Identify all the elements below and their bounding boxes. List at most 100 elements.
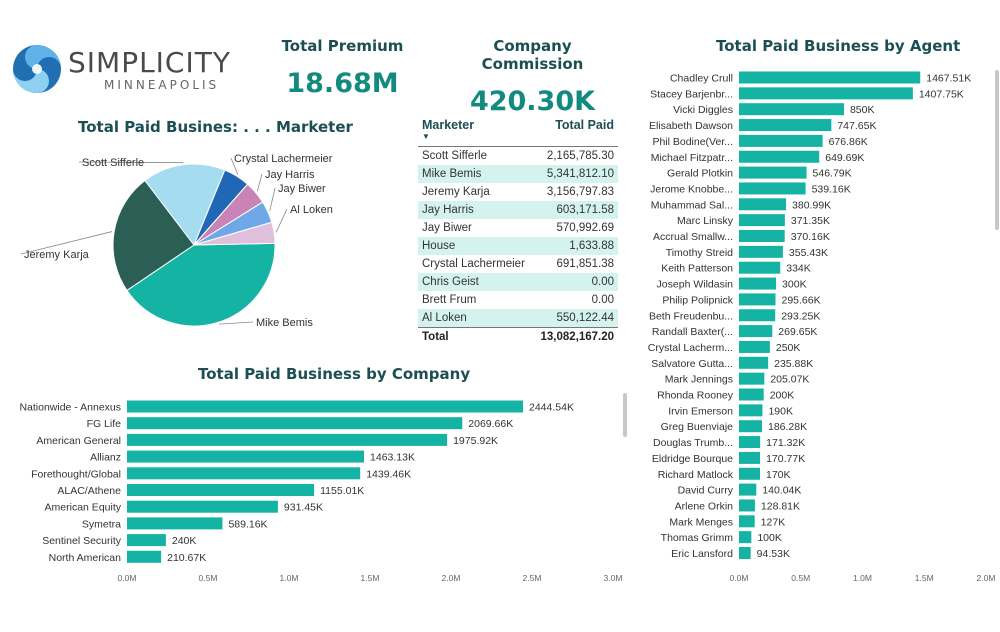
bar[interactable] (739, 245, 783, 258)
bar-data-label: 539.16K (812, 183, 851, 195)
bar[interactable] (739, 134, 823, 147)
table-row[interactable]: Jay Biwer 570,992.69 (418, 219, 618, 237)
company-chart-scrollbar[interactable] (623, 393, 627, 437)
category-label: Jerome Knobbe... (650, 183, 733, 195)
category-label: Mark Menges (669, 516, 733, 528)
bar-data-label: 100K (757, 532, 782, 544)
bar-data-label: 240K (172, 535, 197, 547)
table-row[interactable]: Jeremy Karja 3,156,797.83 (418, 183, 618, 201)
bar[interactable] (739, 388, 764, 401)
table-row[interactable]: House 1,633.88 (418, 237, 618, 255)
bar[interactable] (739, 261, 781, 274)
table-row[interactable]: Scott Sifferle 2,165,785.30 (418, 147, 618, 166)
pie-slice[interactable] (126, 242, 276, 327)
bar[interactable] (127, 467, 361, 480)
x-tick-label: 1.5M (915, 573, 934, 583)
table-row[interactable]: Chris Geist 0.00 (418, 273, 618, 291)
category-label: Eric Lansford (671, 548, 733, 560)
bar[interactable] (739, 325, 773, 338)
table-row[interactable]: Mike Bemis 5,341,812.10 (418, 165, 618, 183)
total-value: 13,082,167.20 (533, 327, 618, 346)
bar-data-label: 205.07K (770, 374, 809, 386)
bar[interactable] (127, 517, 223, 530)
bar[interactable] (739, 340, 770, 353)
bar-data-label: 94.53K (757, 548, 790, 560)
bar-data-label: 380.99K (792, 199, 831, 211)
bar[interactable] (739, 87, 913, 100)
category-label: Douglas Trumb... (653, 437, 733, 449)
bar[interactable] (739, 214, 785, 227)
agent-chart-title: Total Paid Business by Agent (716, 37, 961, 55)
bar[interactable] (739, 119, 832, 132)
bar-data-label: 2069.66K (468, 418, 513, 430)
bar[interactable] (739, 182, 806, 195)
bar-data-label: 850K (850, 104, 875, 116)
pie-slice[interactable] (193, 221, 276, 246)
marketer-name-cell: Scott Sifferle (422, 150, 487, 162)
bar[interactable] (739, 483, 757, 496)
bar[interactable] (739, 467, 760, 480)
bar[interactable] (739, 309, 776, 322)
bar[interactable] (739, 103, 844, 116)
total-premium-card: Total Premium 18.68M (270, 37, 415, 99)
bar[interactable] (739, 499, 755, 512)
bar-data-label: 171.32K (766, 437, 805, 449)
category-label: North American (49, 552, 122, 564)
bar-data-label: 210.67K (167, 552, 206, 564)
marketer-name-cell: Jeremy Karja (422, 186, 490, 198)
bar[interactable] (739, 166, 807, 179)
company-chart-title: Total Paid Business by Company (198, 365, 471, 383)
bar[interactable] (127, 534, 166, 547)
bar[interactable] (739, 198, 787, 211)
bar-data-label: 128.81K (761, 500, 800, 512)
pie-slice[interactable] (144, 163, 226, 246)
bar[interactable] (739, 436, 761, 449)
bar[interactable] (127, 500, 278, 513)
agent-chart-scrollbar[interactable] (995, 70, 999, 230)
column-header-marketer[interactable]: Marketer ▼ (418, 114, 534, 147)
pie-slice-label: Jay Harris (265, 169, 315, 181)
category-label: ALAC/Athene (57, 485, 121, 497)
sort-descending-icon: ▼ (422, 132, 430, 141)
bar[interactable] (127, 433, 448, 446)
pie-slice[interactable] (112, 179, 195, 292)
total-paid-cell: 691,851.38 (556, 258, 614, 270)
pie-leader-line (275, 208, 288, 233)
category-label: Randall Baxter(... (652, 326, 733, 338)
table-row[interactable]: Brett Frum 0.00 (418, 291, 618, 309)
bar-data-label: 293.25K (781, 310, 820, 322)
bar[interactable] (739, 150, 820, 163)
bar[interactable] (739, 547, 751, 559)
bar[interactable] (739, 293, 776, 306)
pie-slice-label: Jeremy Karja (24, 249, 90, 261)
column-header-total-paid[interactable]: Total Paid (533, 114, 618, 147)
bar[interactable] (127, 550, 162, 563)
table-row[interactable]: Jay Harris 603,171.58 (418, 201, 618, 219)
category-label: Allianz (90, 452, 121, 464)
total-paid-cell: 570,992.69 (556, 222, 614, 234)
bar[interactable] (127, 484, 315, 496)
bar[interactable] (127, 417, 463, 430)
category-label: Joseph Wildasin (657, 279, 734, 291)
bar[interactable] (739, 404, 763, 417)
bar[interactable] (739, 71, 921, 84)
table-row[interactable]: Crystal Lachermeier 691,851.38 (418, 255, 618, 273)
category-label: Arlene Orkin (675, 500, 734, 512)
category-label: Sentinel Security (42, 535, 122, 547)
bar[interactable] (739, 531, 752, 544)
bar[interactable] (739, 230, 785, 242)
bar[interactable] (739, 277, 777, 290)
bar[interactable] (739, 451, 761, 464)
x-tick-label: 1.0M (280, 573, 299, 583)
category-label: Stacey Barjenbr... (650, 88, 733, 100)
bar[interactable] (739, 372, 765, 385)
bar[interactable] (739, 515, 755, 528)
bar[interactable] (127, 450, 365, 463)
bar[interactable] (739, 356, 769, 369)
total-paid-cell: 3,156,797.83 (546, 186, 614, 198)
bar[interactable] (739, 420, 763, 433)
bar-data-label: 1463.13K (370, 452, 415, 464)
table-row[interactable]: Al Loken 550,122.44 (418, 309, 618, 328)
bar[interactable] (127, 400, 524, 413)
bar-data-label: 269.65K (778, 326, 817, 338)
